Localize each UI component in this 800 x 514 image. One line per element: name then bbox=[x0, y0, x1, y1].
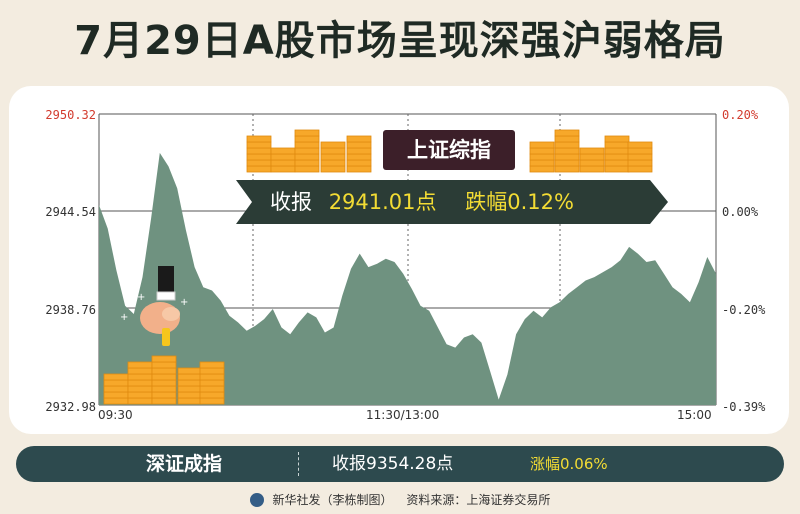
publisher: 新华社发（李栋制图） bbox=[272, 493, 393, 507]
credit-line: 新华社发（李栋制图） 资料来源：上海证券交易所 bbox=[0, 491, 800, 508]
change-label: 跌幅 bbox=[465, 190, 508, 214]
close-value: 2941.01点 bbox=[328, 190, 437, 214]
area-series-path bbox=[99, 152, 716, 405]
data-source: 资料来源：上海证券交易所 bbox=[406, 493, 551, 507]
svg-text:+: + bbox=[120, 312, 128, 323]
shenzhen-change: 涨幅0.06% bbox=[530, 455, 608, 473]
shanghai-close-banner: 收报 2941.01点 跌幅0.12% bbox=[270, 180, 574, 224]
y-tick-right: -0.20% bbox=[722, 303, 766, 317]
y-tick-right: 0.20% bbox=[722, 108, 759, 122]
hand-with-coin-icon: + + + bbox=[120, 266, 188, 346]
y-tick-right: -0.39% bbox=[722, 400, 766, 414]
y-tick-right: 0.00% bbox=[722, 205, 759, 219]
x-tick: 11:30/13:00 bbox=[366, 408, 440, 422]
coin-stack-icon bbox=[103, 355, 225, 405]
coin-stack-icon bbox=[529, 129, 653, 173]
x-tick: 09:30 bbox=[98, 408, 133, 422]
svg-text:+: + bbox=[180, 297, 188, 308]
change-value: 0.12% bbox=[507, 190, 574, 214]
shanghai-index-badge: 上证综指 bbox=[383, 130, 515, 170]
xinhua-seal-icon bbox=[249, 492, 264, 507]
close-label: 收报 bbox=[270, 190, 312, 214]
y-tick-left: 2950.32 bbox=[45, 108, 96, 122]
shenzhen-close: 收报9354.28点 bbox=[332, 454, 454, 474]
y-tick-left: 2938.76 bbox=[45, 303, 96, 317]
area-series bbox=[99, 152, 716, 405]
divider bbox=[298, 452, 299, 476]
banner-shape bbox=[236, 180, 668, 224]
svg-text:+: + bbox=[137, 292, 145, 303]
y-tick-left: 2932.98 bbox=[45, 400, 96, 414]
shenzhen-index-name: 深证成指 bbox=[146, 453, 223, 475]
shenzhen-bar bbox=[16, 446, 784, 482]
coin-stack-icon bbox=[246, 129, 372, 173]
y-tick-left: 2944.54 bbox=[45, 205, 96, 219]
page-title: 7月29日A股市场呈现深强沪弱格局 bbox=[74, 18, 726, 64]
x-tick: 15:00 bbox=[677, 408, 712, 422]
